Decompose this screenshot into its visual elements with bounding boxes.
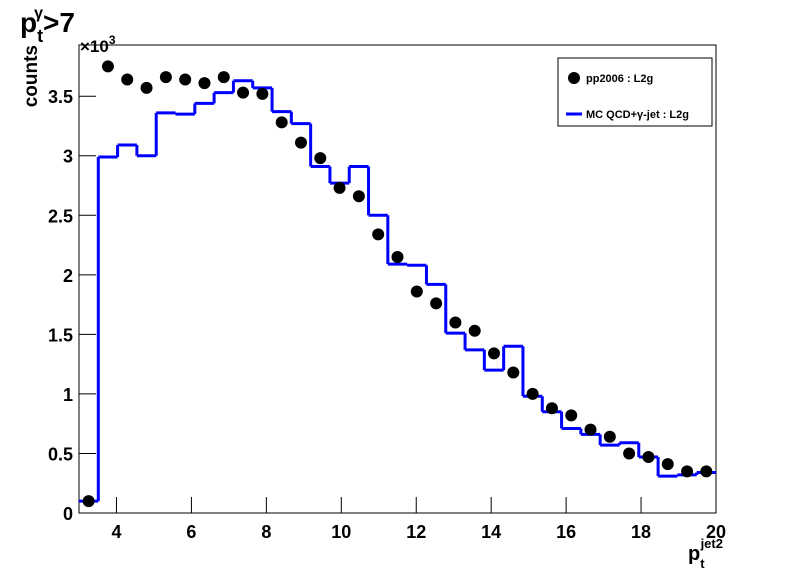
y-tick-label: 0.5 <box>48 444 73 464</box>
data-point <box>681 465 694 478</box>
xlabel-sub: t <box>700 556 705 571</box>
data-point <box>642 451 655 464</box>
x-tick-label: 6 <box>186 522 196 542</box>
data-point <box>661 458 674 471</box>
data-point <box>526 387 539 400</box>
plot-frame <box>78 44 717 514</box>
legend-label: pp2006 : L2g <box>586 73 653 85</box>
x-axis-label: pt jet2 <box>688 536 723 571</box>
legend-box <box>557 57 713 127</box>
data-point <box>410 285 423 298</box>
data-point <box>468 324 481 337</box>
data-point <box>565 409 578 422</box>
data-point <box>256 87 269 100</box>
x-tick-label: 18 <box>631 522 651 542</box>
data-point <box>217 71 230 84</box>
y-tick-label: 0 <box>63 504 73 524</box>
y-axis-label: counts <box>21 45 42 107</box>
data-point <box>430 297 443 310</box>
x-tick-label: 4 <box>111 522 121 542</box>
x-tick-label: 16 <box>556 522 576 542</box>
multiplier-base: ×10 <box>80 37 109 56</box>
y-tick-label: 1 <box>63 385 73 405</box>
xlabel-sup: jet2 <box>700 536 723 551</box>
y-tick-label: 3.5 <box>48 87 73 107</box>
data-point <box>545 402 558 415</box>
data-point <box>584 423 597 436</box>
data-point <box>159 71 172 84</box>
y-tick-label: 3 <box>63 147 73 167</box>
data-point <box>179 73 192 86</box>
y-tick-label: 2 <box>63 266 73 286</box>
data-point <box>372 228 385 241</box>
x-tick-label: 20 <box>706 522 726 542</box>
y-multiplier: ×103 <box>80 33 116 56</box>
data-point <box>275 116 288 129</box>
title-sup: γ <box>34 5 43 22</box>
data-point <box>603 430 616 443</box>
data-point <box>449 316 462 329</box>
data-point <box>237 86 250 99</box>
legend-marker <box>568 72 580 84</box>
xlabel-base: p <box>688 543 700 565</box>
y-tick-label: 2.5 <box>48 206 73 226</box>
data-point <box>294 136 307 149</box>
title-base: p <box>20 7 37 38</box>
data-point <box>623 447 636 460</box>
x-tick-label: 12 <box>406 522 426 542</box>
multiplier-sup: 3 <box>109 33 116 47</box>
data-point <box>121 73 134 86</box>
data-point <box>391 250 404 263</box>
data-point <box>488 347 501 360</box>
y-tick-label: 1.5 <box>48 325 73 345</box>
x-tick-label: 8 <box>261 522 271 542</box>
legend-label: MC QCD+γ-jet : L2g <box>586 109 689 121</box>
histogram-riser <box>96 80 699 502</box>
data-point <box>333 181 346 194</box>
data-point <box>82 495 95 508</box>
data-point <box>314 152 327 165</box>
data-point <box>352 190 365 203</box>
chart-title: ptγ>7 <box>20 5 75 46</box>
data-point <box>140 81 153 94</box>
x-tick-label: 14 <box>481 522 501 542</box>
data-point <box>198 77 211 90</box>
data-point <box>101 60 114 73</box>
data-point <box>700 465 713 478</box>
data-point <box>507 366 520 379</box>
x-tick-label: 10 <box>331 522 351 542</box>
title-tail: >7 <box>43 7 75 38</box>
title-sub: t <box>37 26 43 46</box>
